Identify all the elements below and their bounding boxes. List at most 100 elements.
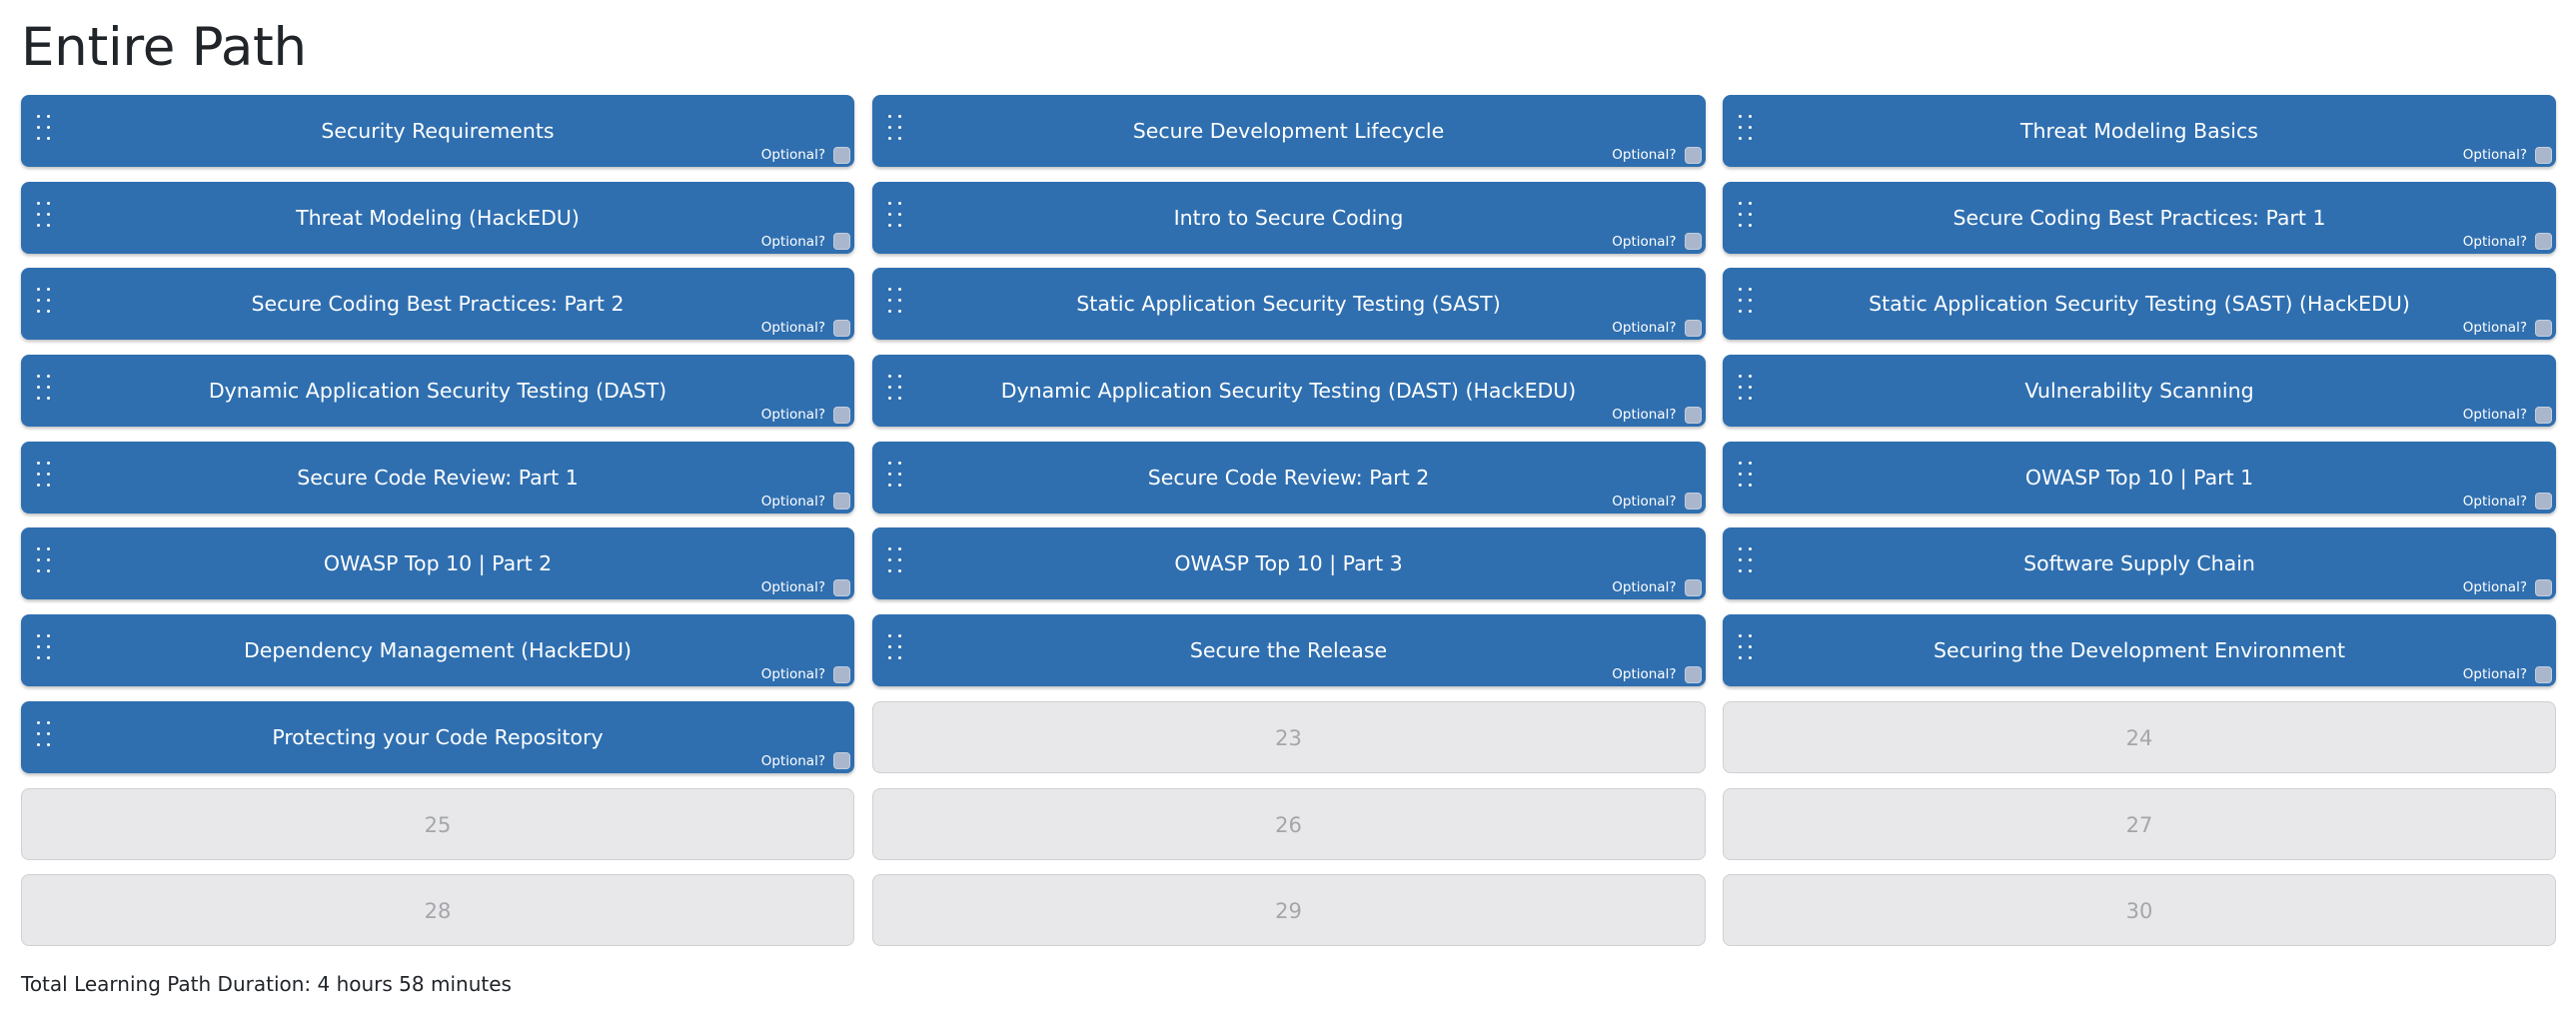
optional-checkbox[interactable] xyxy=(833,233,850,251)
drag-handle-icon[interactable] xyxy=(887,547,902,573)
optional-checkbox[interactable] xyxy=(833,493,850,510)
course-tile[interactable]: Secure Code Review: Part 1 Optional? xyxy=(21,441,854,513)
optional-checkbox[interactable] xyxy=(833,319,850,337)
optional-checkbox[interactable] xyxy=(2535,319,2552,337)
optional-checkbox[interactable] xyxy=(1684,233,1702,251)
optional-checkbox[interactable] xyxy=(833,578,850,596)
drag-handle-icon[interactable] xyxy=(37,547,51,573)
optional-checkbox[interactable] xyxy=(833,752,850,770)
drag-handle-icon[interactable] xyxy=(1739,115,1753,141)
slot-number: 23 xyxy=(1275,725,1302,750)
empty-slot[interactable]: 26 xyxy=(871,787,1706,860)
drag-handle-icon[interactable] xyxy=(37,634,51,660)
optional-checkbox[interactable] xyxy=(1684,493,1702,510)
empty-slot[interactable]: 29 xyxy=(871,874,1706,947)
total-duration: Total Learning Path Duration: 4 hours 58… xyxy=(21,972,512,996)
drag-handle-icon[interactable] xyxy=(1739,461,1753,488)
course-tile[interactable]: Static Application Security Testing (SAS… xyxy=(1723,268,2556,341)
drag-handle-icon[interactable] xyxy=(37,720,51,747)
course-tile[interactable]: Threat Modeling Basics Optional? xyxy=(1723,95,2556,167)
empty-slot[interactable]: 24 xyxy=(1723,700,2556,773)
drag-handle-icon[interactable] xyxy=(1739,547,1753,573)
empty-slot[interactable]: 23 xyxy=(871,700,1706,773)
drag-handle-icon[interactable] xyxy=(37,461,51,488)
optional-label: Optional? xyxy=(2462,579,2527,596)
optional-checkbox[interactable] xyxy=(1684,319,1702,337)
course-tile[interactable]: Dependency Management (HackEDU) Optional? xyxy=(21,614,854,687)
drag-handle-icon[interactable] xyxy=(887,375,902,401)
course-tile[interactable]: Threat Modeling (HackEDU) Optional? xyxy=(21,181,854,254)
empty-slot[interactable]: 28 xyxy=(21,874,854,947)
course-tile[interactable]: Static Application Security Testing (SAS… xyxy=(871,268,1706,341)
optional-toggle: Optional? xyxy=(2463,145,2552,165)
optional-checkbox[interactable] xyxy=(833,665,850,683)
course-tile[interactable]: Secure Development Lifecycle Optional? xyxy=(871,95,1706,167)
drag-handle-icon[interactable] xyxy=(1739,201,1753,228)
optional-checkbox[interactable] xyxy=(1684,665,1702,683)
empty-slot[interactable]: 25 xyxy=(21,787,854,860)
course-tile[interactable]: Securing the Development Environment Opti… xyxy=(1723,614,2556,687)
course-tile[interactable]: Dynamic Application Security Testing (DA… xyxy=(21,355,854,428)
course-tile[interactable]: Vulnerability Scanning Optional? xyxy=(1723,355,2556,428)
optional-label: Optional? xyxy=(2462,493,2527,510)
drag-handle-icon[interactable] xyxy=(887,634,902,660)
course-tile[interactable]: Security Requirements Optional? xyxy=(21,95,854,167)
course-tile[interactable]: Secure Coding Best Practices: Part 2 Opti… xyxy=(21,268,854,341)
slot-number: 30 xyxy=(2125,899,2153,924)
optional-toggle: Optional? xyxy=(761,318,850,338)
optional-checkbox[interactable] xyxy=(833,146,850,164)
optional-toggle: Optional? xyxy=(761,145,850,165)
optional-checkbox[interactable] xyxy=(2535,578,2552,596)
empty-slot[interactable]: 30 xyxy=(1723,874,2556,947)
optional-label: Optional? xyxy=(1612,147,1677,163)
optional-toggle: Optional? xyxy=(761,577,850,597)
optional-toggle: Optional? xyxy=(761,751,850,771)
optional-checkbox[interactable] xyxy=(1684,406,1702,424)
course-tile[interactable]: Secure Coding Best Practices: Part 1 Opti… xyxy=(1723,181,2556,254)
course-tile[interactable]: OWASP Top 10 | Part 2 Optional? xyxy=(21,527,854,600)
course-tile[interactable]: Software Supply Chain Optional? xyxy=(1723,527,2556,600)
drag-handle-icon[interactable] xyxy=(887,461,902,488)
empty-slot[interactable]: 27 xyxy=(1723,787,2556,860)
optional-toggle: Optional? xyxy=(1612,145,1702,165)
drag-handle-icon[interactable] xyxy=(1739,375,1753,401)
drag-handle-icon[interactable] xyxy=(887,201,902,228)
optional-checkbox[interactable] xyxy=(1684,578,1702,596)
optional-label: Optional? xyxy=(760,752,825,769)
course-tile[interactable]: OWASP Top 10 | Part 1 Optional? xyxy=(1723,441,2556,513)
slot-number: 29 xyxy=(1275,899,1302,924)
optional-label: Optional? xyxy=(2462,147,2527,163)
drag-handle-icon[interactable] xyxy=(37,375,51,401)
optional-checkbox[interactable] xyxy=(2535,146,2552,164)
slot-number: 26 xyxy=(1275,812,1302,837)
optional-toggle: Optional? xyxy=(1612,405,1702,425)
drag-handle-icon[interactable] xyxy=(37,115,51,141)
drag-handle-icon[interactable] xyxy=(37,288,51,314)
optional-toggle: Optional? xyxy=(2463,405,2552,425)
optional-toggle: Optional? xyxy=(2463,318,2552,338)
drag-handle-icon[interactable] xyxy=(887,288,902,314)
course-tile[interactable]: Secure Code Review: Part 2 Optional? xyxy=(871,441,1706,513)
optional-checkbox[interactable] xyxy=(833,406,850,424)
course-title: Secure Coding Best Practices: Part 2 xyxy=(251,292,625,317)
course-tile[interactable]: Protecting your Code Repository Optional? xyxy=(21,700,854,773)
course-tile[interactable]: Dynamic Application Security Testing (DA… xyxy=(871,355,1706,428)
optional-checkbox[interactable] xyxy=(2535,406,2552,424)
course-title: Dynamic Application Security Testing (DA… xyxy=(1000,379,1577,404)
optional-checkbox[interactable] xyxy=(2535,665,2552,683)
optional-checkbox[interactable] xyxy=(1684,146,1702,164)
course-tile[interactable]: OWASP Top 10 | Part 3 Optional? xyxy=(871,527,1706,600)
optional-label: Optional? xyxy=(760,579,825,596)
drag-handle-icon[interactable] xyxy=(887,115,902,141)
course-tile[interactable]: Secure the Release Optional? xyxy=(871,614,1706,687)
drag-handle-icon[interactable] xyxy=(37,201,51,228)
optional-checkbox[interactable] xyxy=(2535,493,2552,510)
slot-number: 25 xyxy=(424,812,452,837)
course-title: Secure Development Lifecycle xyxy=(1132,119,1445,143)
optional-checkbox[interactable] xyxy=(2535,233,2552,251)
course-tile[interactable]: Intro to Secure Coding Optional? xyxy=(871,181,1706,254)
slot-number: 24 xyxy=(2125,725,2153,750)
drag-handle-icon[interactable] xyxy=(1739,634,1753,660)
drag-handle-icon[interactable] xyxy=(1739,288,1753,314)
